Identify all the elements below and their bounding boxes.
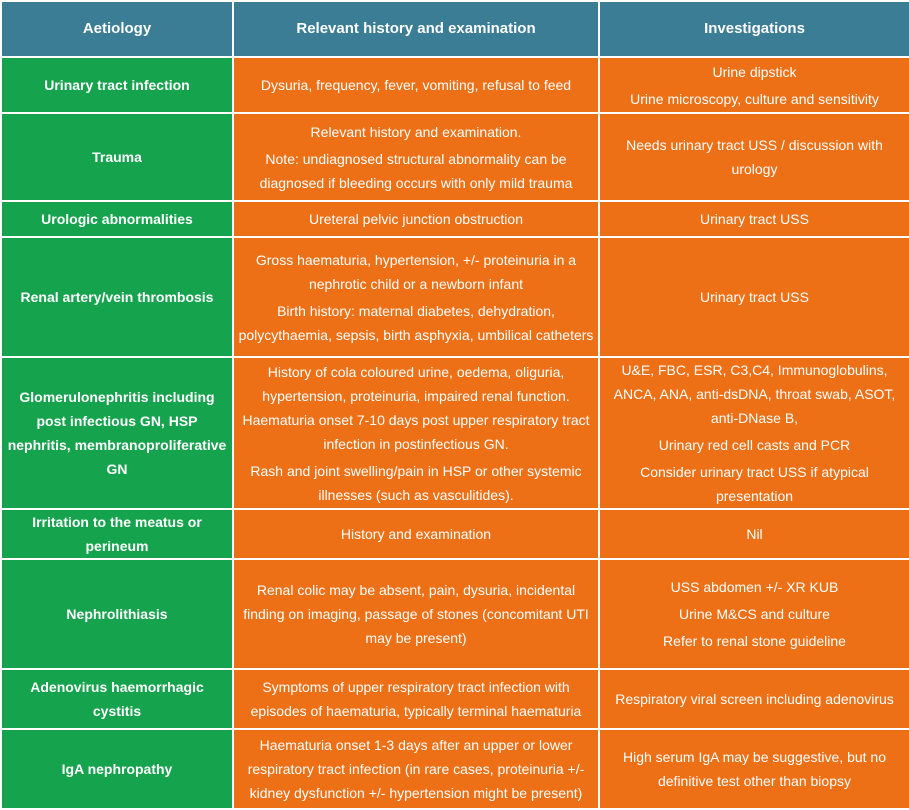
investigation-text: High serum IgA may be suggestive, but no… (622, 749, 887, 789)
history-text: Rash and joint swelling/pain in HSP or o… (250, 462, 582, 503)
investigation-text: USS abdomen +/- XR KUB (670, 579, 839, 595)
history-cell: Ureteral pelvic junction obstruction (232, 200, 600, 238)
investigation-text: Urinary tract USS (700, 289, 809, 305)
table-row: Trauma Relevant history and examination.… (0, 112, 909, 202)
table-row: Glomerulonephritis including post infect… (0, 356, 909, 510)
investigations-cell: Urinary tract USS (598, 236, 909, 358)
investigations-cell: U&E, FBC, ESR, C3,C4, Immunoglobulins, A… (598, 356, 909, 510)
table-row: IgA nephropathy Haematuria onset 1-3 day… (0, 728, 909, 810)
investigations-cell: Needs urinary tract USS / discussion wit… (598, 112, 909, 202)
history-cell: Gross haematuria, hypertension, +/- prot… (232, 236, 600, 358)
investigation-text: Urine microscopy, culture and sensitivit… (630, 90, 879, 107)
header-investigations: Investigations (598, 0, 909, 58)
investigation-text: Nil (746, 526, 763, 542)
investigations-cell: High serum IgA may be suggestive, but no… (598, 728, 909, 810)
aetiology-cell: Trauma (0, 112, 234, 202)
aetiology-cell: IgA nephropathy (0, 728, 234, 810)
investigation-text: Urine M&CS and culture (679, 606, 830, 622)
investigation-text: Respiratory viral screen including adeno… (615, 691, 894, 707)
table-row: Urinary tract infection Dysuria, frequen… (0, 56, 909, 114)
history-text: Ureteral pelvic junction obstruction (309, 211, 523, 227)
history-text: Haematuria onset 1-3 days after an upper… (247, 737, 585, 801)
investigation-text: Urinary tract USS (700, 211, 809, 227)
history-cell: Dysuria, frequency, fever, vomiting, ref… (232, 56, 600, 114)
history-text: Note: undiagnosed structural abnormality… (259, 150, 573, 191)
table-row: Adenovirus haemorrhagic cystitis Symptom… (0, 668, 909, 730)
investigations-cell: Urinary tract USS (598, 200, 909, 238)
header-aetiology: Aetiology (0, 0, 234, 58)
aetiology-cell: Glomerulonephritis including post infect… (0, 356, 234, 510)
table-row: Nephrolithiasis Renal colic may be absen… (0, 558, 909, 670)
history-text: Birth history: maternal diabetes, dehydr… (238, 302, 594, 343)
investigation-text: Needs urinary tract USS / discussion wit… (626, 137, 883, 177)
history-cell: Haematuria onset 1-3 days after an upper… (232, 728, 600, 810)
history-cell: Symptoms of upper respiratory tract infe… (232, 668, 600, 730)
history-cell: History and examination (232, 508, 600, 560)
header-history: Relevant history and examination (232, 0, 600, 58)
investigation-text: Urinary red cell casts and PCR (658, 437, 851, 453)
investigation-text: U&E, FBC, ESR, C3,C4, Immunoglobulins, A… (613, 362, 896, 426)
history-text: History of cola coloured urine, oedema, … (242, 363, 590, 452)
investigations-cell: Urine dipstick Urine microscopy, culture… (598, 56, 909, 114)
aetiology-cell: Urologic abnormalities (0, 200, 234, 238)
aetiology-cell: Irritation to the meatus or perineum (0, 508, 234, 560)
history-text: Renal colic may be absent, pain, dysuria… (243, 582, 589, 646)
aetiology-cell: Urinary tract infection (0, 56, 234, 114)
table-row: Urologic abnormalities Ureteral pelvic j… (0, 200, 909, 238)
investigations-cell: Nil (598, 508, 909, 560)
history-cell: Renal colic may be absent, pain, dysuria… (232, 558, 600, 670)
aetiology-cell: Adenovirus haemorrhagic cystitis (0, 668, 234, 730)
history-text: Symptoms of upper respiratory tract infe… (250, 679, 582, 719)
aetiology-cell: Renal artery/vein thrombosis (0, 236, 234, 358)
history-text: Relevant history and examination. (310, 123, 522, 140)
investigations-cell: USS abdomen +/- XR KUB Urine M&CS and cu… (598, 558, 909, 670)
aetiology-cell: Nephrolithiasis (0, 558, 234, 670)
investigation-text: Consider urinary tract USS if atypical p… (640, 464, 869, 504)
history-cell: History of cola coloured urine, oedema, … (232, 356, 600, 510)
history-text: Gross haematuria, hypertension, +/- prot… (255, 251, 577, 292)
history-cell: Relevant history and examination. Note: … (232, 112, 600, 202)
table-row: Irritation to the meatus or perineum His… (0, 508, 909, 560)
history-text: Dysuria, frequency, fever, vomiting, ref… (260, 77, 572, 93)
table-row: Renal artery/vein thrombosis Gross haema… (0, 236, 909, 358)
investigation-text: Refer to renal stone guideline (663, 633, 846, 649)
investigation-text: Urine dipstick (712, 63, 797, 80)
header-row: Aetiology Relevant history and examinati… (0, 0, 909, 58)
investigations-cell: Respiratory viral screen including adeno… (598, 668, 909, 730)
history-text: History and examination (340, 526, 492, 542)
